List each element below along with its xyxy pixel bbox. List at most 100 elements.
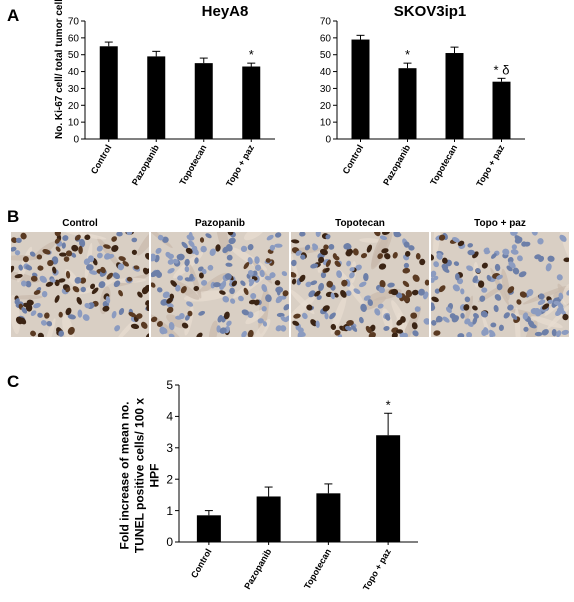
micrograph-stroma (166, 314, 186, 329)
ki67-negative-nucleus (547, 255, 555, 262)
ki67-positive-nucleus (187, 310, 193, 317)
chart-0-bar (99, 46, 118, 139)
ki67-negative-nucleus (113, 280, 121, 288)
ki67-positive-nucleus (166, 297, 173, 304)
ki67-negative-nucleus (118, 308, 125, 315)
ki67-positive-nucleus (78, 245, 83, 255)
ki67-positive-nucleus (58, 311, 63, 318)
ki67-positive-nucleus (392, 252, 398, 259)
ki67-positive-nucleus (181, 322, 189, 329)
ki67-negative-nucleus (412, 330, 419, 337)
ki67-negative-nucleus (538, 293, 545, 300)
ki67-positive-nucleus (196, 332, 203, 337)
ki67-positive-nucleus (37, 332, 44, 337)
ki67-negative-nucleus (77, 309, 83, 318)
ki67-negative-nucleus (283, 304, 289, 311)
ki67-negative-nucleus (434, 288, 440, 294)
ki67-negative-nucleus (345, 290, 352, 297)
ki67-negative-nucleus (393, 232, 402, 238)
ki67-negative-nucleus (25, 264, 33, 271)
ki67-positive-nucleus (37, 265, 44, 271)
ki67-negative-nucleus (37, 312, 43, 318)
ki67-negative-nucleus (225, 262, 233, 267)
ki67-negative-nucleus (62, 235, 69, 241)
ki67-negative-nucleus (537, 299, 546, 306)
ki67-negative-nucleus (98, 281, 106, 289)
ki67-negative-nucleus (541, 329, 549, 336)
chart-1-bar (445, 53, 464, 139)
chart-2-ytick-label: 2 (166, 472, 173, 486)
ki67-negative-nucleus (261, 306, 267, 312)
ki67-negative-nucleus (96, 245, 103, 252)
ki67-negative-nucleus (259, 269, 265, 278)
ki67-negative-nucleus (358, 316, 364, 324)
ki67-positive-nucleus (151, 282, 156, 288)
ki67-negative-nucleus (527, 320, 535, 327)
micrograph-stroma (244, 232, 266, 241)
ki67-negative-nucleus (452, 237, 460, 243)
ki67-negative-nucleus (329, 312, 336, 320)
micrograph-stroma (501, 268, 510, 301)
ki67-positive-nucleus (67, 326, 75, 335)
ki67-negative-nucleus (198, 310, 206, 316)
ki67-positive-nucleus (58, 252, 67, 257)
ki67-negative-nucleus (241, 309, 250, 316)
ki67-negative-nucleus (105, 295, 111, 304)
ki67-positive-nucleus (402, 267, 411, 274)
ki67-positive-nucleus (274, 280, 281, 286)
ki67-negative-nucleus (431, 319, 437, 326)
ki67-negative-nucleus (25, 280, 32, 288)
ki67-positive-nucleus (411, 322, 418, 330)
ki67-negative-nucleus (29, 251, 36, 257)
ki67-negative-nucleus (534, 331, 543, 337)
chart-2-category-label: Control (189, 547, 214, 580)
ki67-positive-nucleus (126, 276, 133, 282)
ki67-positive-nucleus (65, 307, 72, 316)
ki67-positive-nucleus (457, 240, 465, 247)
ki67-positive-nucleus (30, 330, 36, 337)
ki67-positive-nucleus (128, 312, 137, 318)
ki67-positive-nucleus (379, 279, 386, 288)
ki67-negative-nucleus (467, 243, 474, 248)
micrograph-stroma (44, 318, 56, 337)
ki67-positive-nucleus (411, 289, 419, 296)
ki67-negative-nucleus (436, 316, 443, 323)
ki67-positive-nucleus (247, 329, 254, 337)
ki67-negative-nucleus (111, 310, 117, 319)
ki67-negative-nucleus (21, 307, 28, 314)
ki67-positive-nucleus (54, 238, 61, 244)
ki67-negative-nucleus (264, 275, 272, 281)
ki67-negative-nucleus (188, 240, 195, 248)
ki67-negative-nucleus (87, 255, 95, 263)
ki67-positive-nucleus (145, 333, 149, 337)
ki67-positive-nucleus (215, 244, 221, 252)
ki67-positive-nucleus (54, 279, 60, 287)
ki67-negative-nucleus (367, 299, 374, 306)
ki67-negative-nucleus (300, 254, 306, 260)
ki67-negative-nucleus (457, 333, 465, 337)
ki67-negative-nucleus (518, 271, 527, 278)
ki67-negative-nucleus (479, 295, 486, 302)
ki67-negative-nucleus (433, 261, 440, 268)
micrograph-stroma (208, 320, 218, 337)
ki67-positive-nucleus (11, 265, 15, 273)
ki67-negative-nucleus (112, 272, 121, 280)
ki67-positive-nucleus (103, 244, 111, 249)
ki67-negative-nucleus (403, 241, 410, 248)
chart-0-ytick-label: 10 (68, 118, 80, 129)
ki67-positive-nucleus (136, 313, 143, 319)
ki67-negative-nucleus (167, 268, 175, 274)
ki67-negative-nucleus (157, 234, 164, 241)
ki67-positive-nucleus (84, 234, 91, 241)
ki67-negative-nucleus (494, 263, 501, 272)
ki67-negative-nucleus (559, 234, 567, 242)
ki67-negative-nucleus (80, 286, 86, 293)
chart-2-ytick-label: 3 (166, 441, 173, 455)
ki67-positive-nucleus (390, 288, 399, 296)
ki67-negative-nucleus (507, 256, 514, 264)
ki67-negative-nucleus (556, 274, 563, 281)
ki67-positive-nucleus (58, 278, 66, 283)
ki67-negative-nucleus (305, 281, 312, 288)
ki67-negative-nucleus (480, 310, 488, 318)
ki67-negative-nucleus (96, 252, 103, 259)
